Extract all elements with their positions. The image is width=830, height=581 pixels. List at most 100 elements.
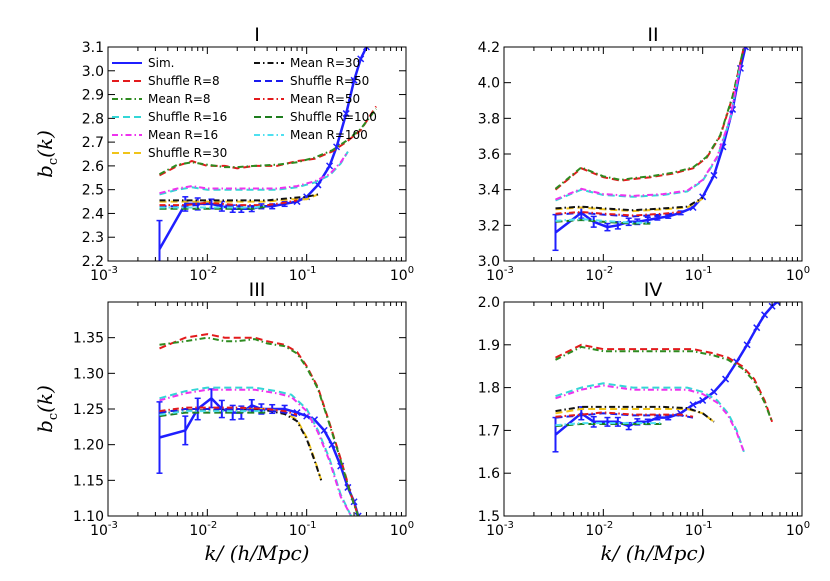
data-point bbox=[699, 396, 707, 404]
series-line-mean-r-50 bbox=[159, 406, 298, 416]
y-tick-label: 2.8 bbox=[82, 111, 104, 127]
y-tick-label: 3.2 bbox=[478, 218, 500, 234]
panel-title: I bbox=[254, 24, 260, 46]
panel-I: I 10-3 10-2 10-1 100 2.2 2.3 2.4 2.5 2.6 2.7 2.8 2.9… bbox=[33, 24, 414, 284]
legend-label: Mean R=50 bbox=[290, 92, 360, 106]
series-line-mean-r-50 bbox=[555, 210, 681, 217]
x-tick-label: 10-1 bbox=[685, 520, 713, 539]
series-line-mean-r-100 bbox=[555, 422, 664, 427]
y-tick-label: 1.7 bbox=[478, 423, 500, 439]
series-line-shuffle-r-16 bbox=[555, 382, 745, 453]
y-axis-label: bc(k) bbox=[33, 385, 61, 433]
y-axis-label-text: bc(k) bbox=[33, 130, 61, 178]
data-point bbox=[293, 198, 301, 206]
x-tick-label: 10-2 bbox=[189, 265, 217, 284]
panel-title: II bbox=[647, 24, 658, 46]
series-line-mean-r-8 bbox=[555, 345, 774, 423]
axes-frame bbox=[503, 46, 803, 262]
y-tick-label: 3.0 bbox=[82, 64, 104, 80]
legend-label: Mean R=16 bbox=[148, 128, 218, 142]
legend-label: Shuffle R=30 bbox=[148, 146, 227, 160]
series-line-shuffle-r-50 bbox=[159, 200, 298, 208]
series-line-mean-r-16 bbox=[555, 384, 745, 453]
legend-label: Shuffle R=8 bbox=[148, 74, 220, 88]
y-tick-label: 1.9 bbox=[478, 338, 500, 354]
panel-IV: IV 10-3 10-2 10-1 100 1.5 1.6 1.7 1.8 1.9 2.0 k/ (h… bbox=[478, 279, 810, 565]
data-point bbox=[328, 441, 336, 449]
series-group bbox=[156, 47, 377, 261]
y-tick-label: 3.0 bbox=[478, 254, 500, 270]
x-axis-label: k/ (h/Mpc) bbox=[601, 541, 706, 565]
data-point bbox=[357, 512, 362, 516]
data-point bbox=[350, 76, 358, 84]
data-point bbox=[753, 324, 761, 332]
data-point bbox=[320, 426, 328, 434]
series-line-mean-r-50 bbox=[555, 411, 694, 418]
series-line-shuffle-r-30 bbox=[555, 197, 704, 213]
x-tick-label: 10-3 bbox=[486, 265, 514, 284]
y-tick-label: 1.5 bbox=[478, 509, 500, 525]
y-axis-label: bc(k) bbox=[33, 130, 61, 178]
data-point bbox=[689, 401, 697, 409]
data-point bbox=[326, 162, 334, 170]
data-point bbox=[689, 203, 697, 212]
data-point bbox=[743, 341, 751, 349]
x-axis-label: k/ (h/Mpc) bbox=[205, 541, 310, 565]
series-line-shuffle-r-30 bbox=[159, 193, 319, 203]
data-point bbox=[710, 388, 718, 396]
data-point bbox=[773, 302, 779, 306]
series-line-shuffle-r-30 bbox=[555, 408, 715, 423]
series-line-mean-r-50 bbox=[159, 199, 298, 207]
x-tick-label: 10-2 bbox=[585, 265, 613, 284]
x-tick-label: 10-1 bbox=[289, 265, 317, 284]
y-tick-label: 2.9 bbox=[82, 88, 104, 104]
y-tick-label: 3.4 bbox=[478, 183, 500, 199]
series-group bbox=[552, 47, 750, 252]
series-line-mean-r-100 bbox=[159, 204, 268, 209]
series-line-mean-r-100 bbox=[555, 218, 651, 224]
x-tick-label: 10-1 bbox=[685, 265, 713, 284]
series-line-mean-r-30 bbox=[159, 193, 319, 202]
x-tick-label: 100 bbox=[390, 265, 414, 284]
legend-label: Mean R=100 bbox=[290, 128, 368, 142]
series-line-mean-r-8 bbox=[554, 47, 745, 190]
data-point bbox=[314, 181, 322, 189]
series-line-mean-r-30 bbox=[555, 196, 704, 212]
x-tick-label: 100 bbox=[786, 520, 810, 539]
legend-label: Mean R=8 bbox=[148, 92, 211, 106]
y-tick-label: 2.3 bbox=[82, 230, 104, 246]
axes-frame bbox=[107, 46, 407, 262]
y-tick-label: 4.2 bbox=[478, 40, 500, 56]
y-tick-label: 4.0 bbox=[478, 76, 500, 92]
y-tick-label: 3.6 bbox=[478, 147, 500, 163]
x-tick-label: 10-1 bbox=[289, 520, 317, 539]
series-line-shuffle-r-8 bbox=[555, 343, 774, 423]
x-tick-label: 100 bbox=[390, 520, 414, 539]
series-line-mean-r-16 bbox=[159, 151, 349, 195]
y-tick-label: 1.8 bbox=[478, 381, 500, 397]
data-point bbox=[761, 311, 769, 319]
data-point bbox=[342, 110, 350, 118]
series-line-mean-r-100 bbox=[159, 410, 268, 416]
data-point bbox=[710, 171, 718, 179]
y-tick-label: 3.8 bbox=[478, 111, 500, 127]
data-point bbox=[362, 47, 368, 51]
panel-III: III 10-3 10-2 10-1 100 1.10 1.15 1.20 1.25 1.30 1.… bbox=[33, 279, 414, 565]
series-line-shuffle-r-8 bbox=[554, 47, 745, 191]
data-point bbox=[357, 55, 365, 63]
y-tick-label: 1.30 bbox=[73, 366, 104, 382]
y-tick-label: 1.25 bbox=[73, 402, 104, 418]
y-tick-label: 2.0 bbox=[478, 295, 500, 311]
y-tick-label: 2.7 bbox=[82, 135, 104, 151]
series-line-mean-r-30 bbox=[555, 405, 715, 423]
series-line-shuffle-r-50 bbox=[159, 408, 298, 418]
series-line-mean-r-16 bbox=[555, 64, 742, 201]
y-tick-label: 1.10 bbox=[73, 509, 104, 525]
legend-label: Shuffle R=100 bbox=[290, 110, 377, 124]
y-tick-label: 1.15 bbox=[73, 473, 104, 489]
data-point bbox=[775, 302, 781, 306]
legend-label: Mean R=30 bbox=[290, 56, 360, 70]
y-tick-label: 2.5 bbox=[82, 183, 104, 199]
series-line-shuffle-r-16 bbox=[159, 151, 349, 196]
